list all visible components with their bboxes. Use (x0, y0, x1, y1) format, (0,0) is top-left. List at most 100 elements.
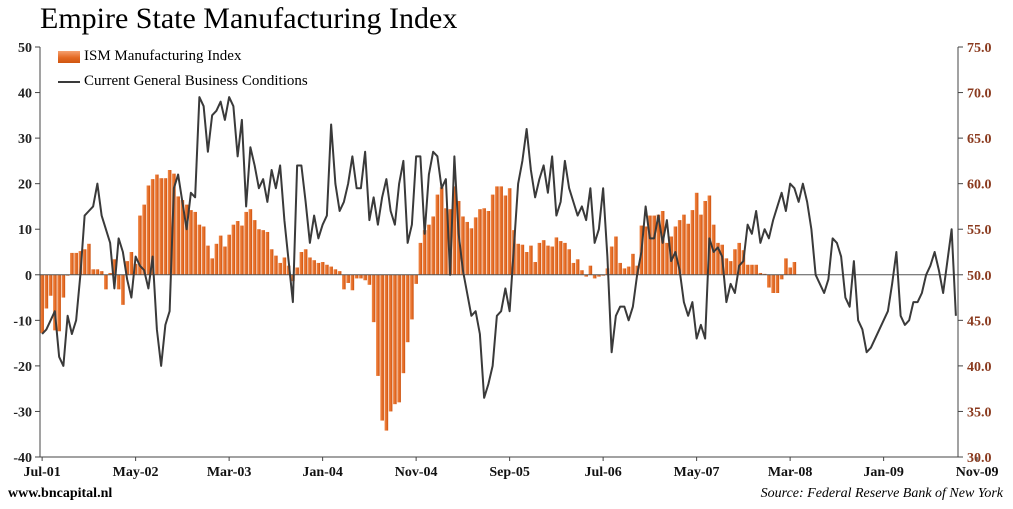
ism-bar (350, 274, 355, 291)
ism-bar (665, 242, 669, 275)
ism-bar (201, 226, 206, 275)
ism-bar (452, 186, 457, 275)
left-tick-label: -20 (13, 360, 32, 375)
ism-bar (775, 274, 780, 293)
ism-bar (690, 210, 695, 275)
ism-bar (57, 274, 61, 332)
ism-bar (439, 187, 444, 275)
ism-bar (155, 174, 159, 275)
ism-bar (597, 274, 601, 277)
ism-bar (699, 214, 703, 275)
ism-bar (163, 178, 168, 275)
business-conditions-line (41, 96, 957, 399)
ism-bar (758, 272, 763, 275)
ism-bar (686, 223, 690, 275)
ism-bar (784, 258, 788, 275)
ism-bar (550, 246, 554, 275)
ism-bar (554, 237, 559, 275)
ism-bar (329, 266, 333, 275)
ism-bar (703, 200, 707, 275)
ism-bar (180, 200, 185, 275)
ism-bar (563, 242, 567, 275)
ism-bar (643, 226, 648, 275)
ism-bar (282, 257, 287, 275)
ism-bar (592, 274, 597, 279)
ism-bar (503, 195, 508, 275)
ism-bar (694, 192, 699, 275)
ism-bar (176, 196, 180, 275)
ism-bar (278, 262, 282, 275)
ism-bar (312, 260, 316, 275)
ism-bar (189, 210, 193, 275)
right-tick-label: 55.0 (967, 223, 992, 238)
left-tick-label: 40 (18, 87, 32, 102)
x-tick-label: May-07 (674, 465, 720, 480)
ism-bar (767, 274, 771, 288)
x-tick-label: Jan-09 (863, 465, 903, 480)
ism-bar (371, 274, 376, 323)
ism-bar (133, 263, 138, 275)
left-tick-label: -30 (13, 405, 32, 420)
ism-bar (116, 274, 121, 290)
ism-bar (495, 186, 499, 275)
ism-bar (656, 214, 661, 275)
ism-bar (588, 265, 593, 275)
ism-bar (138, 215, 142, 275)
chart-title: Empire State Manufacturing Index (40, 2, 458, 35)
ism-bar (146, 185, 151, 275)
ism-bar (524, 252, 529, 275)
x-tick-label: Nov-09 (956, 465, 999, 480)
left-axis-ticks: 50 40 30 20 10 0 -10 -20 -30 -40 (13, 41, 40, 466)
ism-bar (91, 269, 95, 275)
ism-bar (384, 274, 389, 431)
ism-bar (342, 274, 346, 290)
x-tick-label: May-02 (113, 465, 159, 480)
ism-bar (618, 262, 622, 275)
ism-bar (788, 267, 792, 275)
ism-bar (673, 226, 678, 275)
website-label: www.bncapital.nl (8, 486, 113, 501)
ism-bar (431, 216, 435, 275)
ism-bar (269, 249, 274, 275)
ism-bar (99, 271, 104, 275)
ism-bar (193, 211, 197, 275)
ism-bar (792, 262, 797, 275)
ism-bar (444, 208, 448, 275)
legend-item-ism: ISM Manufacturing Index (58, 44, 308, 69)
ism-bar (546, 245, 550, 275)
left-tick-label: 0 (25, 269, 32, 284)
ism-bar (648, 215, 652, 275)
ism-bar (125, 261, 129, 275)
ism-bar (104, 274, 108, 290)
ism-bar (261, 230, 265, 275)
ism-bar (490, 194, 495, 275)
ism-bar (227, 234, 231, 275)
x-tick-label: Sep-05 (489, 465, 529, 480)
ism-bar (376, 274, 380, 376)
ism-bar (567, 249, 571, 275)
ism-bar (414, 274, 418, 284)
ism-bar (716, 242, 720, 275)
ism-bar (397, 274, 401, 403)
ism-bar (363, 274, 367, 281)
right-tick-label: 75.0 (967, 41, 992, 56)
ism-bar (405, 274, 410, 343)
ism-bar (112, 259, 117, 275)
ism-bar (779, 274, 784, 280)
ism-bar (316, 262, 321, 275)
ism-bar (206, 245, 210, 275)
ism-bar (499, 186, 503, 275)
ism-bar (677, 220, 682, 275)
ism-bar (469, 228, 474, 275)
ism-bar (728, 261, 733, 275)
ism-bar (473, 217, 478, 275)
ism-bar (754, 264, 758, 275)
ism-bar (422, 230, 427, 275)
ism-bar (541, 240, 546, 275)
ism-bar (520, 244, 525, 275)
x-tick-label: Nov-04 (395, 465, 438, 480)
ism-bar (707, 195, 712, 275)
source-label: Source: Federal Reserve Bank of New York (760, 486, 1003, 501)
ism-bar (184, 204, 189, 275)
